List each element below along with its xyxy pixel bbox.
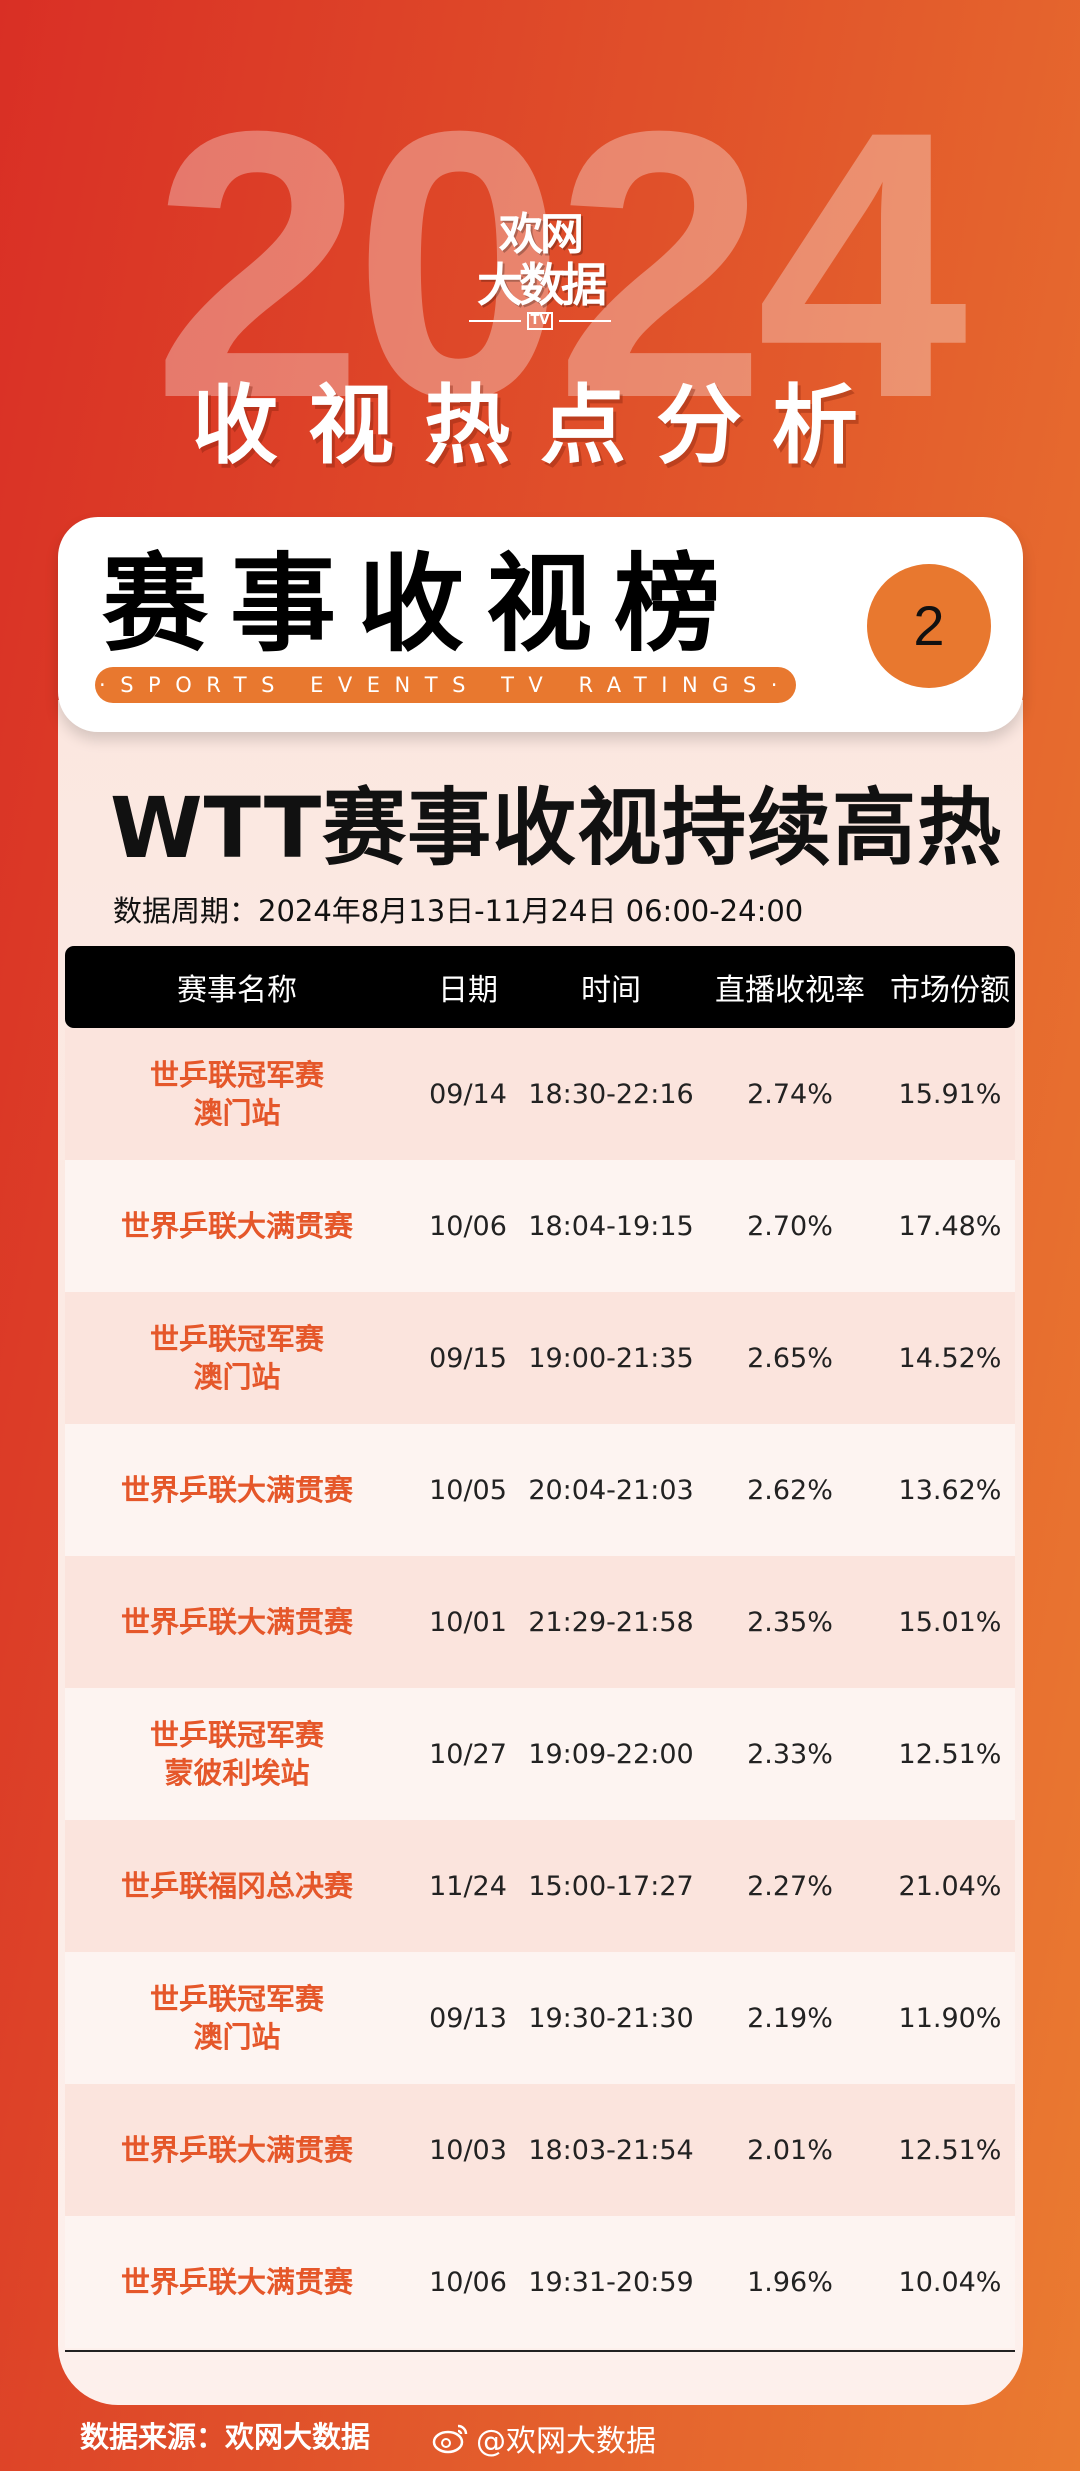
page-subtitle: 收视热点分析 bbox=[192, 376, 888, 476]
table-row: 世乒联冠军赛 澳门站 09/13 19:30-21:30 2.19% 11.90% bbox=[65, 1952, 1015, 2084]
date-cell: 11/24 bbox=[429, 1870, 507, 1902]
rating-cell: 2.70% bbox=[747, 1210, 833, 1242]
section-subtitle-en: ·SPORTS EVENTS TV RATINGS· bbox=[95, 667, 796, 703]
share-cell: 15.91% bbox=[898, 1078, 1002, 1110]
table-body: 世乒联冠军赛 澳门站 09/14 18:30-22:16 2.74% 15.91% 世界乒联… bbox=[65, 1028, 1015, 2348]
share-cell: 21.04% bbox=[898, 1870, 1002, 1902]
table-row: 世乒联福冈总决赛 11/24 15:00-17:27 2.27% 21.04% bbox=[65, 1820, 1015, 1952]
table-header: 赛事名称 日期 时间 直播收视率 市场份额 bbox=[65, 946, 1015, 1028]
table-row: 世乒联冠军赛 澳门站 09/14 18:30-22:16 2.74% 15.91% bbox=[65, 1028, 1015, 1160]
time-cell: 18:03-21:54 bbox=[528, 2134, 694, 2166]
main-title: WTT赛事收视持续高热 bbox=[110, 779, 1003, 877]
column-header-rating: 直播收视率 bbox=[715, 973, 865, 1008]
event-name-cell: 世界乒联大满贯赛 bbox=[65, 2131, 409, 2169]
event-venue: 澳门站 bbox=[193, 1360, 281, 1394]
rating-cell: 2.62% bbox=[747, 1474, 833, 1506]
column-header-share: 市场份额 bbox=[890, 973, 1010, 1008]
date-cell: 10/01 bbox=[429, 1606, 507, 1638]
share-cell: 13.62% bbox=[898, 1474, 1002, 1506]
date-cell: 10/06 bbox=[429, 1210, 507, 1242]
page-number-badge: 2 bbox=[867, 564, 991, 688]
event-name: 世乒联冠军赛 bbox=[149, 1322, 324, 1356]
data-source: 数据来源：欢网大数据 bbox=[80, 2420, 371, 2454]
table-row: 世界乒联大满贯赛 10/01 21:29-21:58 2.35% 15.01% bbox=[65, 1556, 1015, 1688]
share-cell: 11.90% bbox=[898, 2002, 1002, 2034]
table-bottom-divider bbox=[65, 2350, 1015, 2352]
event-name-cell: 世界乒联大满贯赛 bbox=[65, 2263, 409, 2301]
time-cell: 19:09-22:00 bbox=[528, 1738, 694, 1770]
time-cell: 15:00-17:27 bbox=[528, 1870, 694, 1902]
date-cell: 09/14 bbox=[429, 1078, 507, 1110]
year-watermark: 2024 bbox=[152, 52, 967, 477]
data-period: 数据周期：2024年8月13日-11月24日 06:00-24:00 bbox=[113, 894, 804, 928]
share-cell: 15.01% bbox=[898, 1606, 1002, 1638]
share-cell: 17.48% bbox=[898, 1210, 1002, 1242]
time-cell: 19:31-20:59 bbox=[528, 2266, 694, 2298]
logo-tv-badge: TV bbox=[526, 312, 554, 330]
rating-cell: 2.65% bbox=[747, 1342, 833, 1374]
event-venue: 澳门站 bbox=[193, 1096, 281, 1130]
share-cell: 12.51% bbox=[898, 2134, 1002, 2166]
share-cell: 14.52% bbox=[898, 1342, 1002, 1374]
event-name: 世界乒联大满贯赛 bbox=[120, 1605, 353, 1639]
logo-line2: 大数据 bbox=[477, 258, 607, 312]
event-name: 世乒联冠军赛 bbox=[149, 1718, 324, 1752]
share-cell: 12.51% bbox=[898, 1738, 1002, 1770]
event-name: 世乒联福冈总决赛 bbox=[120, 1869, 353, 1903]
rating-cell: 2.35% bbox=[747, 1606, 833, 1638]
event-name: 世界乒联大满贯赛 bbox=[120, 2133, 353, 2167]
table-row: 世界乒联大满贯赛 10/03 18:03-21:54 2.01% 12.51% bbox=[65, 2084, 1015, 2216]
date-cell: 09/15 bbox=[429, 1342, 507, 1374]
event-name: 世界乒联大满贯赛 bbox=[120, 2265, 353, 2299]
rating-cell: 2.27% bbox=[747, 1870, 833, 1902]
huan-data-logo: 欢网 大数据 TV bbox=[462, 210, 618, 335]
event-name-cell: 世界乒联大满贯赛 bbox=[65, 1471, 409, 1509]
share-cell: 10.04% bbox=[898, 2266, 1002, 2298]
event-venue: 澳门站 bbox=[193, 2020, 281, 2054]
event-name-cell: 世乒联福冈总决赛 bbox=[65, 1867, 409, 1905]
event-name-cell: 世界乒联大满贯赛 bbox=[65, 1207, 409, 1245]
time-cell: 19:30-21:30 bbox=[528, 2002, 694, 2034]
event-name-cell: 世乒联冠军赛 澳门站 bbox=[65, 1980, 409, 2056]
date-cell: 10/06 bbox=[429, 2266, 507, 2298]
time-cell: 20:04-21:03 bbox=[528, 1474, 694, 1506]
rating-cell: 2.19% bbox=[747, 2002, 833, 2034]
date-cell: 09/13 bbox=[429, 2002, 507, 2034]
time-cell: 18:30-22:16 bbox=[528, 1078, 694, 1110]
event-name: 世界乒联大满贯赛 bbox=[120, 1473, 353, 1507]
event-name-cell: 世界乒联大满贯赛 bbox=[65, 1603, 409, 1641]
event-name-cell: 世乒联冠军赛 蒙彼利埃站 bbox=[65, 1716, 409, 1792]
rating-cell: 2.01% bbox=[747, 2134, 833, 2166]
rating-cell: 2.33% bbox=[747, 1738, 833, 1770]
weibo-watermark: @欢网大数据 bbox=[432, 2416, 656, 2460]
weibo-icon bbox=[432, 2424, 468, 2454]
table-row: 世乒联冠军赛 澳门站 09/15 19:00-21:35 2.65% 14.52% bbox=[65, 1292, 1015, 1424]
section-header-card: 赛事收视榜 ·SPORTS EVENTS TV RATINGS· 2 bbox=[58, 517, 1023, 732]
rating-cell: 1.96% bbox=[747, 2266, 833, 2298]
event-venue: 蒙彼利埃站 bbox=[164, 1756, 310, 1790]
event-name: 世界乒联大满贯赛 bbox=[120, 1209, 353, 1243]
section-title: 赛事收视榜 bbox=[102, 543, 742, 666]
date-cell: 10/27 bbox=[429, 1738, 507, 1770]
column-header-name: 赛事名称 bbox=[177, 973, 297, 1008]
table-row: 世界乒联大满贯赛 10/06 19:31-20:59 1.96% 10.04% bbox=[65, 2216, 1015, 2348]
weibo-handle: @欢网大数据 bbox=[476, 2424, 656, 2459]
event-name-cell: 世乒联冠军赛 澳门站 bbox=[65, 1056, 409, 1132]
table-row: 世界乒联大满贯赛 10/06 18:04-19:15 2.70% 17.48% bbox=[65, 1160, 1015, 1292]
time-cell: 21:29-21:58 bbox=[528, 1606, 694, 1638]
date-cell: 10/03 bbox=[429, 2134, 507, 2166]
event-name: 世乒联冠军赛 bbox=[149, 1982, 324, 2016]
logo-line1: 欢网 bbox=[499, 209, 584, 260]
column-header-date: 日期 bbox=[438, 973, 498, 1008]
event-name-cell: 世乒联冠军赛 澳门站 bbox=[65, 1320, 409, 1396]
date-cell: 10/05 bbox=[429, 1474, 507, 1506]
time-cell: 18:04-19:15 bbox=[528, 1210, 694, 1242]
table-row: 世乒联冠军赛 蒙彼利埃站 10/27 19:09-22:00 2.33% 12.51% bbox=[65, 1688, 1015, 1820]
event-name: 世乒联冠军赛 bbox=[149, 1058, 324, 1092]
time-cell: 19:00-21:35 bbox=[528, 1342, 694, 1374]
rating-cell: 2.74% bbox=[747, 1078, 833, 1110]
ratings-panel: WTT赛事收视持续高热 数据周期：2024年8月13日-11月24日 06:00… bbox=[58, 700, 1023, 2405]
column-header-time: 时间 bbox=[581, 973, 641, 1008]
table-row: 世界乒联大满贯赛 10/05 20:04-21:03 2.62% 13.62% bbox=[65, 1424, 1015, 1556]
